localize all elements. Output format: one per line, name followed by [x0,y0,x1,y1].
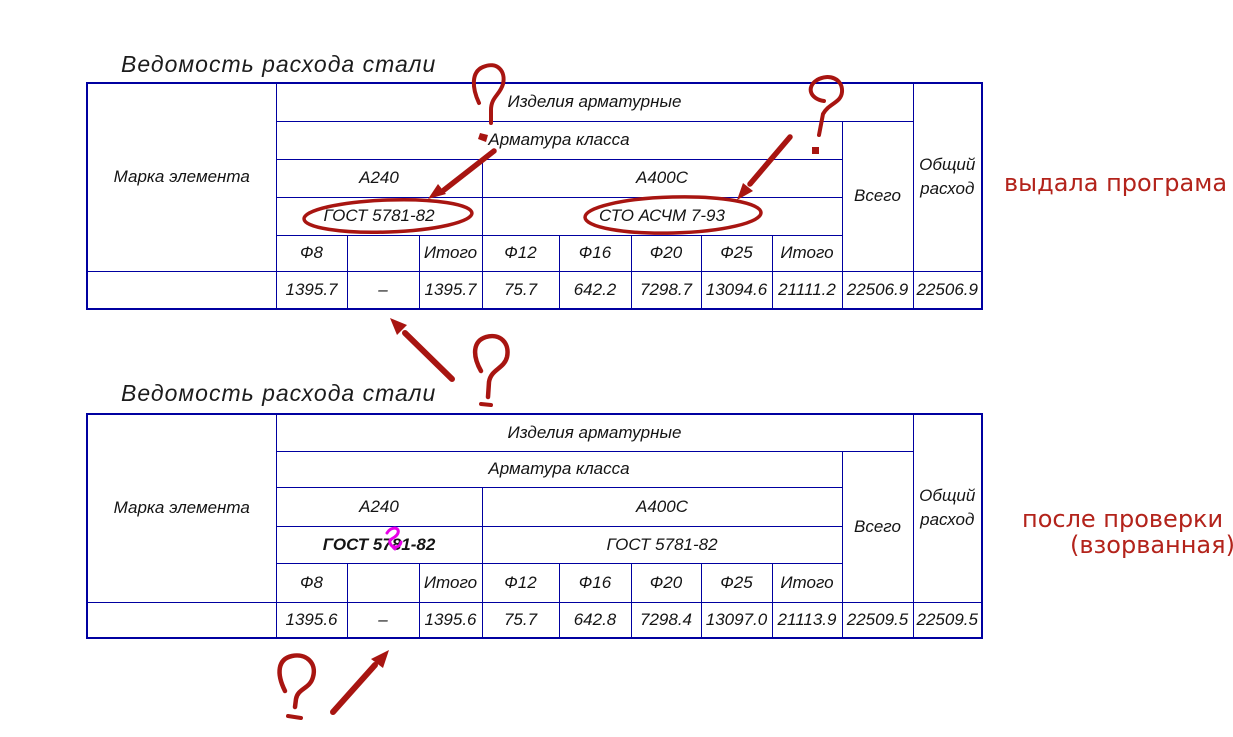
header-izdeliya-armaturnye: Изделия арматурные [275,82,914,122]
cell-value: – [346,270,420,310]
cell-value: 22506.9 [912,270,983,310]
header-diameter: Ф20 [630,234,702,272]
header-obshchiy-raskhod: Общий расход [912,82,983,272]
question-mark-dot [479,402,493,407]
cell-value: 1395.6 [275,601,348,639]
cell-mark [86,601,277,639]
cell-value: 21111.2 [771,270,843,310]
header-diameter: Ф8 [275,234,348,272]
header-class-a400c: А400С [481,486,843,527]
cell-value: 75.7 [481,601,560,639]
red-arrow-icon [402,330,455,382]
header-raskhod-line2: расход [920,510,975,530]
red-arrow-head [371,650,389,668]
header-izdeliya-armaturnye: Изделия арматурные [275,413,914,452]
cell-value: 7298.4 [630,601,702,639]
header-marka-elementa: Марка элемента [86,82,277,272]
header-diameter: Ф16 [558,234,632,272]
cell-value: 22509.5 [841,601,914,639]
red-arrow-head [390,318,407,335]
header-standard-a400c: СТО АСЧМ 7-93 [481,196,843,236]
header-marka-elementa: Марка элемента [86,413,277,603]
after-check-line2: (взорванная) [1070,531,1233,559]
header-class-a240: А240 [275,158,483,198]
cell-value: 1395.7 [275,270,348,310]
header-obshchiy-line1: Общий [919,486,976,506]
cell-value: 13097.0 [700,601,773,639]
header-vsego: Всего [841,450,914,603]
header-vsego: Всего [841,120,914,272]
header-gost-a240: ГОСТ 5781-82 [275,196,483,236]
header-diameter: Итого [771,234,843,272]
header-gost-a240: ГОСТ 5781-82 [275,525,483,564]
table-title-top: Ведомость расхода стали [121,51,437,77]
header-diameter: Ф25 [700,234,773,272]
question-mark-dot [286,714,303,720]
cell-value: 7298.7 [630,270,702,310]
header-class-a400c: А400С [481,158,843,198]
table-title-bottom: Ведомость расхода стали [121,380,437,406]
cell-value: – [346,601,420,639]
cell-value: 1395.6 [418,601,483,639]
question-mark-icon [472,333,510,400]
cell-value: 22509.5 [912,601,983,639]
header-armatura-klassa: Арматура класса [275,450,843,488]
header-diameter [346,562,420,603]
program-output-label: выдала програма [1004,169,1228,197]
header-diameter: Ф8 [275,562,348,603]
header-diameter: Ф12 [481,562,560,603]
header-diameter: Ф20 [630,562,702,603]
header-standard-a400c: ГОСТ 5781-82 [481,525,843,564]
question-mark-icon [277,653,317,710]
header-diameter: Ф12 [481,234,560,272]
steel-consumption-table-bottom: Марка элемента Изделия арматурные Общий … [86,413,983,639]
header-diameter: Итого [771,562,843,603]
header-armatura-klassa: Арматура класса [275,120,843,160]
cell-value: 21113.9 [771,601,843,639]
header-raskhod-line2: расход [920,179,975,199]
cell-value: 642.8 [558,601,632,639]
steel-consumption-table-top: Марка элемента Изделия арматурные Общий … [86,82,983,310]
header-diameter [346,234,420,272]
red-arrow-icon [330,662,378,715]
cell-value: 642.2 [558,270,632,310]
cell-value: 22506.9 [841,270,914,310]
cell-value: 75.7 [481,270,560,310]
after-check-label: после проверки (взорванная) [1022,506,1233,558]
cell-mark [86,270,277,310]
cell-value: 13094.6 [700,270,773,310]
after-check-line1: после проверки [1022,505,1224,533]
header-diameter: Итого [418,234,483,272]
header-class-a240: А240 [275,486,483,527]
header-diameter: Ф16 [558,562,632,603]
header-diameter: Ф25 [700,562,773,603]
header-obshchiy-line1: Общий [919,155,976,175]
header-obshchiy-raskhod: Общий расход [912,413,983,603]
cell-value: 1395.7 [418,270,483,310]
header-diameter: Итого [418,562,483,603]
